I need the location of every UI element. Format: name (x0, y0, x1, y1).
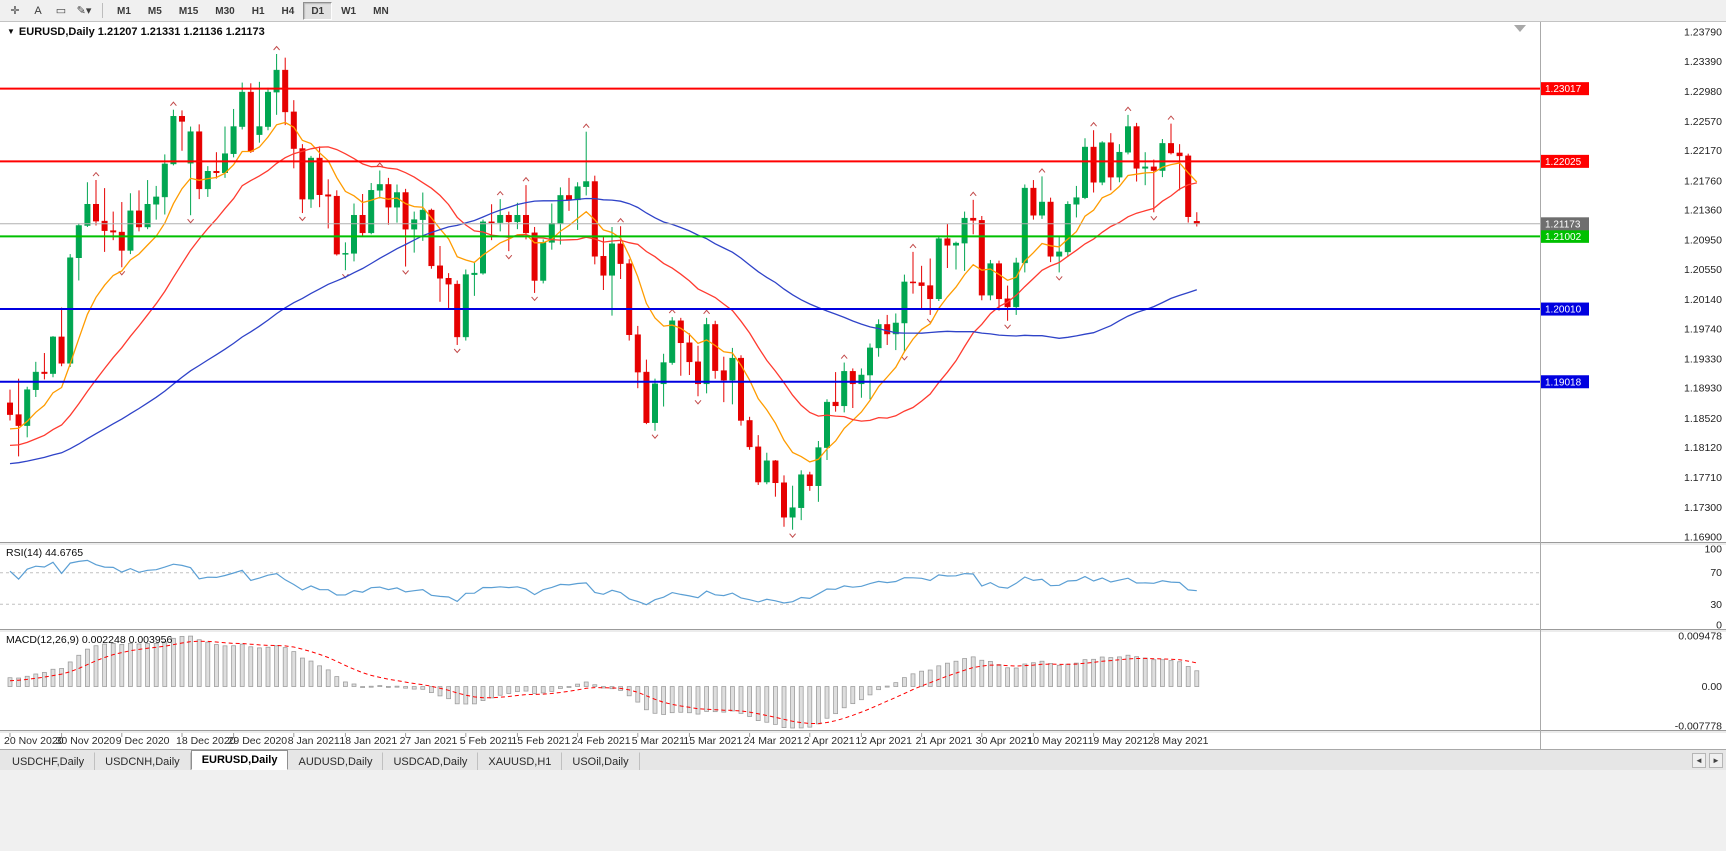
svg-text:15 Feb 2021: 15 Feb 2021 (511, 735, 570, 747)
svg-text:1.22570: 1.22570 (1684, 116, 1722, 128)
chart-tab-eurusd[interactable]: EURUSD,Daily (190, 750, 289, 770)
svg-text:0: 0 (1716, 620, 1722, 632)
timeframe-button-m15[interactable]: M15 (178, 5, 199, 17)
svg-text:8 Jan 2021: 8 Jan 2021 (288, 735, 340, 747)
svg-text:9 Dec 2020: 9 Dec 2020 (116, 735, 170, 747)
svg-text:1.19740: 1.19740 (1684, 323, 1722, 335)
svg-text:1.22980: 1.22980 (1684, 86, 1722, 98)
svg-text:1.22025: 1.22025 (1545, 157, 1582, 168)
tab-scroll-right-icon[interactable]: ► (1709, 753, 1723, 768)
timeframe-button-m1[interactable]: M1 (117, 5, 131, 17)
timeframe-button-h4[interactable]: H4 (281, 5, 295, 17)
chart-tab-bar: USDCHF,Daily USDCNH,Daily EURUSD,Daily AUDU… (0, 749, 1726, 770)
toolbar-separator (102, 3, 103, 18)
svg-text:5 Feb 2021: 5 Feb 2021 (460, 735, 513, 747)
svg-text:20 Nov 2020: 20 Nov 2020 (4, 735, 64, 747)
tab-scroll-buttons: ◄ ► (1692, 753, 1723, 768)
fractal-markers (92, 45, 1175, 538)
svg-text:-0.007778: -0.007778 (1675, 721, 1722, 733)
moving-average-lines (9, 121, 1198, 465)
chart-tab-audusd[interactable]: AUDUSD,Daily (288, 752, 384, 770)
timeframe-button-w1[interactable]: W1 (341, 5, 357, 17)
svg-text:0.009478: 0.009478 (1678, 631, 1722, 643)
crosshair-icon[interactable]: ✛ (10, 5, 20, 17)
svg-text:1.23390: 1.23390 (1684, 56, 1722, 68)
timeframe-button-mn[interactable]: MN (373, 5, 389, 17)
svg-text:30: 30 (1710, 599, 1722, 611)
svg-text:1.23790: 1.23790 (1684, 27, 1722, 39)
svg-text:1.21760: 1.21760 (1684, 175, 1722, 187)
svg-text:18 Jan 2021: 18 Jan 2021 (339, 735, 397, 747)
svg-text:1.21002: 1.21002 (1545, 232, 1582, 243)
svg-text:1.17710: 1.17710 (1684, 472, 1722, 484)
svg-text:1.18520: 1.18520 (1684, 413, 1722, 425)
svg-text:1.20550: 1.20550 (1684, 264, 1722, 276)
svg-text:12 Apr 2021: 12 Apr 2021 (855, 735, 912, 747)
svg-text:1.18120: 1.18120 (1684, 442, 1722, 454)
svg-text:10 May 2021: 10 May 2021 (1027, 735, 1088, 747)
horizontal-level-lines[interactable] (0, 87, 1540, 383)
tool-button-group: ✛ A ▭ ✎▾ (4, 2, 96, 20)
chart-tab-usdcnh[interactable]: USDCNH,Daily (95, 752, 191, 770)
text-label-tool-icon[interactable]: A (34, 4, 42, 17)
svg-text:1.22170: 1.22170 (1684, 145, 1722, 157)
svg-text:27 Jan 2021: 27 Jan 2021 (400, 735, 458, 747)
toolbar: ✛ A ▭ ✎▾ M1 M5 M15 M30 H1 H4 D1 W1 MN (0, 0, 1726, 22)
svg-text:0.00: 0.00 (1702, 681, 1723, 693)
timeframe-button-d1[interactable]: D1 (303, 1, 333, 20)
svg-text:1.20010: 1.20010 (1545, 305, 1582, 316)
chart-background (0, 22, 1726, 749)
timeframe-button-m30[interactable]: M30 (215, 5, 235, 17)
svg-text:2 Apr 2021: 2 Apr 2021 (804, 735, 855, 747)
svg-text:1.17300: 1.17300 (1684, 502, 1722, 514)
svg-text:1.19330: 1.19330 (1684, 353, 1722, 365)
svg-text:19 May 2021: 19 May 2021 (1088, 735, 1149, 747)
chart-tab-list: USDCHF,Daily USDCNH,Daily EURUSD,Daily AUDU… (2, 750, 640, 770)
svg-text:1.18930: 1.18930 (1684, 383, 1722, 395)
svg-text:30 Apr 2021: 30 Apr 2021 (976, 735, 1033, 747)
svg-text:1.19018: 1.19018 (1545, 377, 1582, 388)
macd-subwindow: 0.009478 0.00 -0.007778 (7, 631, 1723, 733)
chart-shift-marker-icon[interactable] (1514, 25, 1526, 32)
chart-tab-usdchf[interactable]: USDCHF,Daily (2, 752, 96, 770)
rsi-subwindow: 100 70 30 0 (0, 544, 1722, 632)
timeframe-button-group: M1 M5 M15 M30 H1 H4 D1 W1 MN (109, 1, 398, 20)
svg-text:5 Mar 2021: 5 Mar 2021 (632, 735, 685, 747)
svg-text:15 Mar 2021: 15 Mar 2021 (683, 735, 742, 747)
svg-text:1.16900: 1.16900 (1684, 532, 1722, 544)
svg-text:1.21360: 1.21360 (1684, 205, 1722, 217)
candlestick-series (7, 53, 1200, 530)
window-bottom-area (0, 770, 1726, 851)
price-axis: 1.23790 1.23390 1.22980 1.22570 1.22170 1.217… (1541, 27, 1722, 544)
svg-text:24 Feb 2021: 24 Feb 2021 (572, 735, 631, 747)
svg-text:1.23017: 1.23017 (1545, 84, 1582, 95)
chart-tab-usoil[interactable]: USOil,Daily (562, 752, 640, 770)
tab-scroll-left-icon[interactable]: ◄ (1692, 753, 1706, 768)
svg-text:100: 100 (1704, 544, 1722, 556)
svg-text:1.20950: 1.20950 (1684, 235, 1722, 247)
shape-tool-icon[interactable]: ▭ (55, 5, 67, 17)
svg-text:1.20140: 1.20140 (1684, 294, 1722, 306)
svg-text:24 Mar 2021: 24 Mar 2021 (744, 735, 803, 747)
svg-text:70: 70 (1710, 567, 1722, 579)
timeframe-button-m5[interactable]: M5 (147, 5, 162, 17)
svg-text:18 Dec 2020: 18 Dec 2020 (176, 735, 236, 747)
draw-tools-icon[interactable]: ✎▾ (76, 5, 92, 17)
one-click-trading-toggle-icon[interactable]: ▼ (7, 27, 15, 36)
chart-tab-xauusd[interactable]: XAUUSD,H1 (478, 752, 563, 770)
svg-text:28 May 2021: 28 May 2021 (1148, 735, 1209, 747)
svg-text:30 Nov 2020: 30 Nov 2020 (56, 735, 116, 747)
chart-tab-usdcad[interactable]: USDCAD,Daily (383, 752, 479, 770)
svg-text:1.21173: 1.21173 (1545, 219, 1581, 230)
svg-text:21 Apr 2021: 21 Apr 2021 (916, 735, 973, 747)
svg-text:29 Dec 2020: 29 Dec 2020 (228, 735, 288, 747)
timeframe-button-h1[interactable]: H1 (251, 5, 265, 17)
